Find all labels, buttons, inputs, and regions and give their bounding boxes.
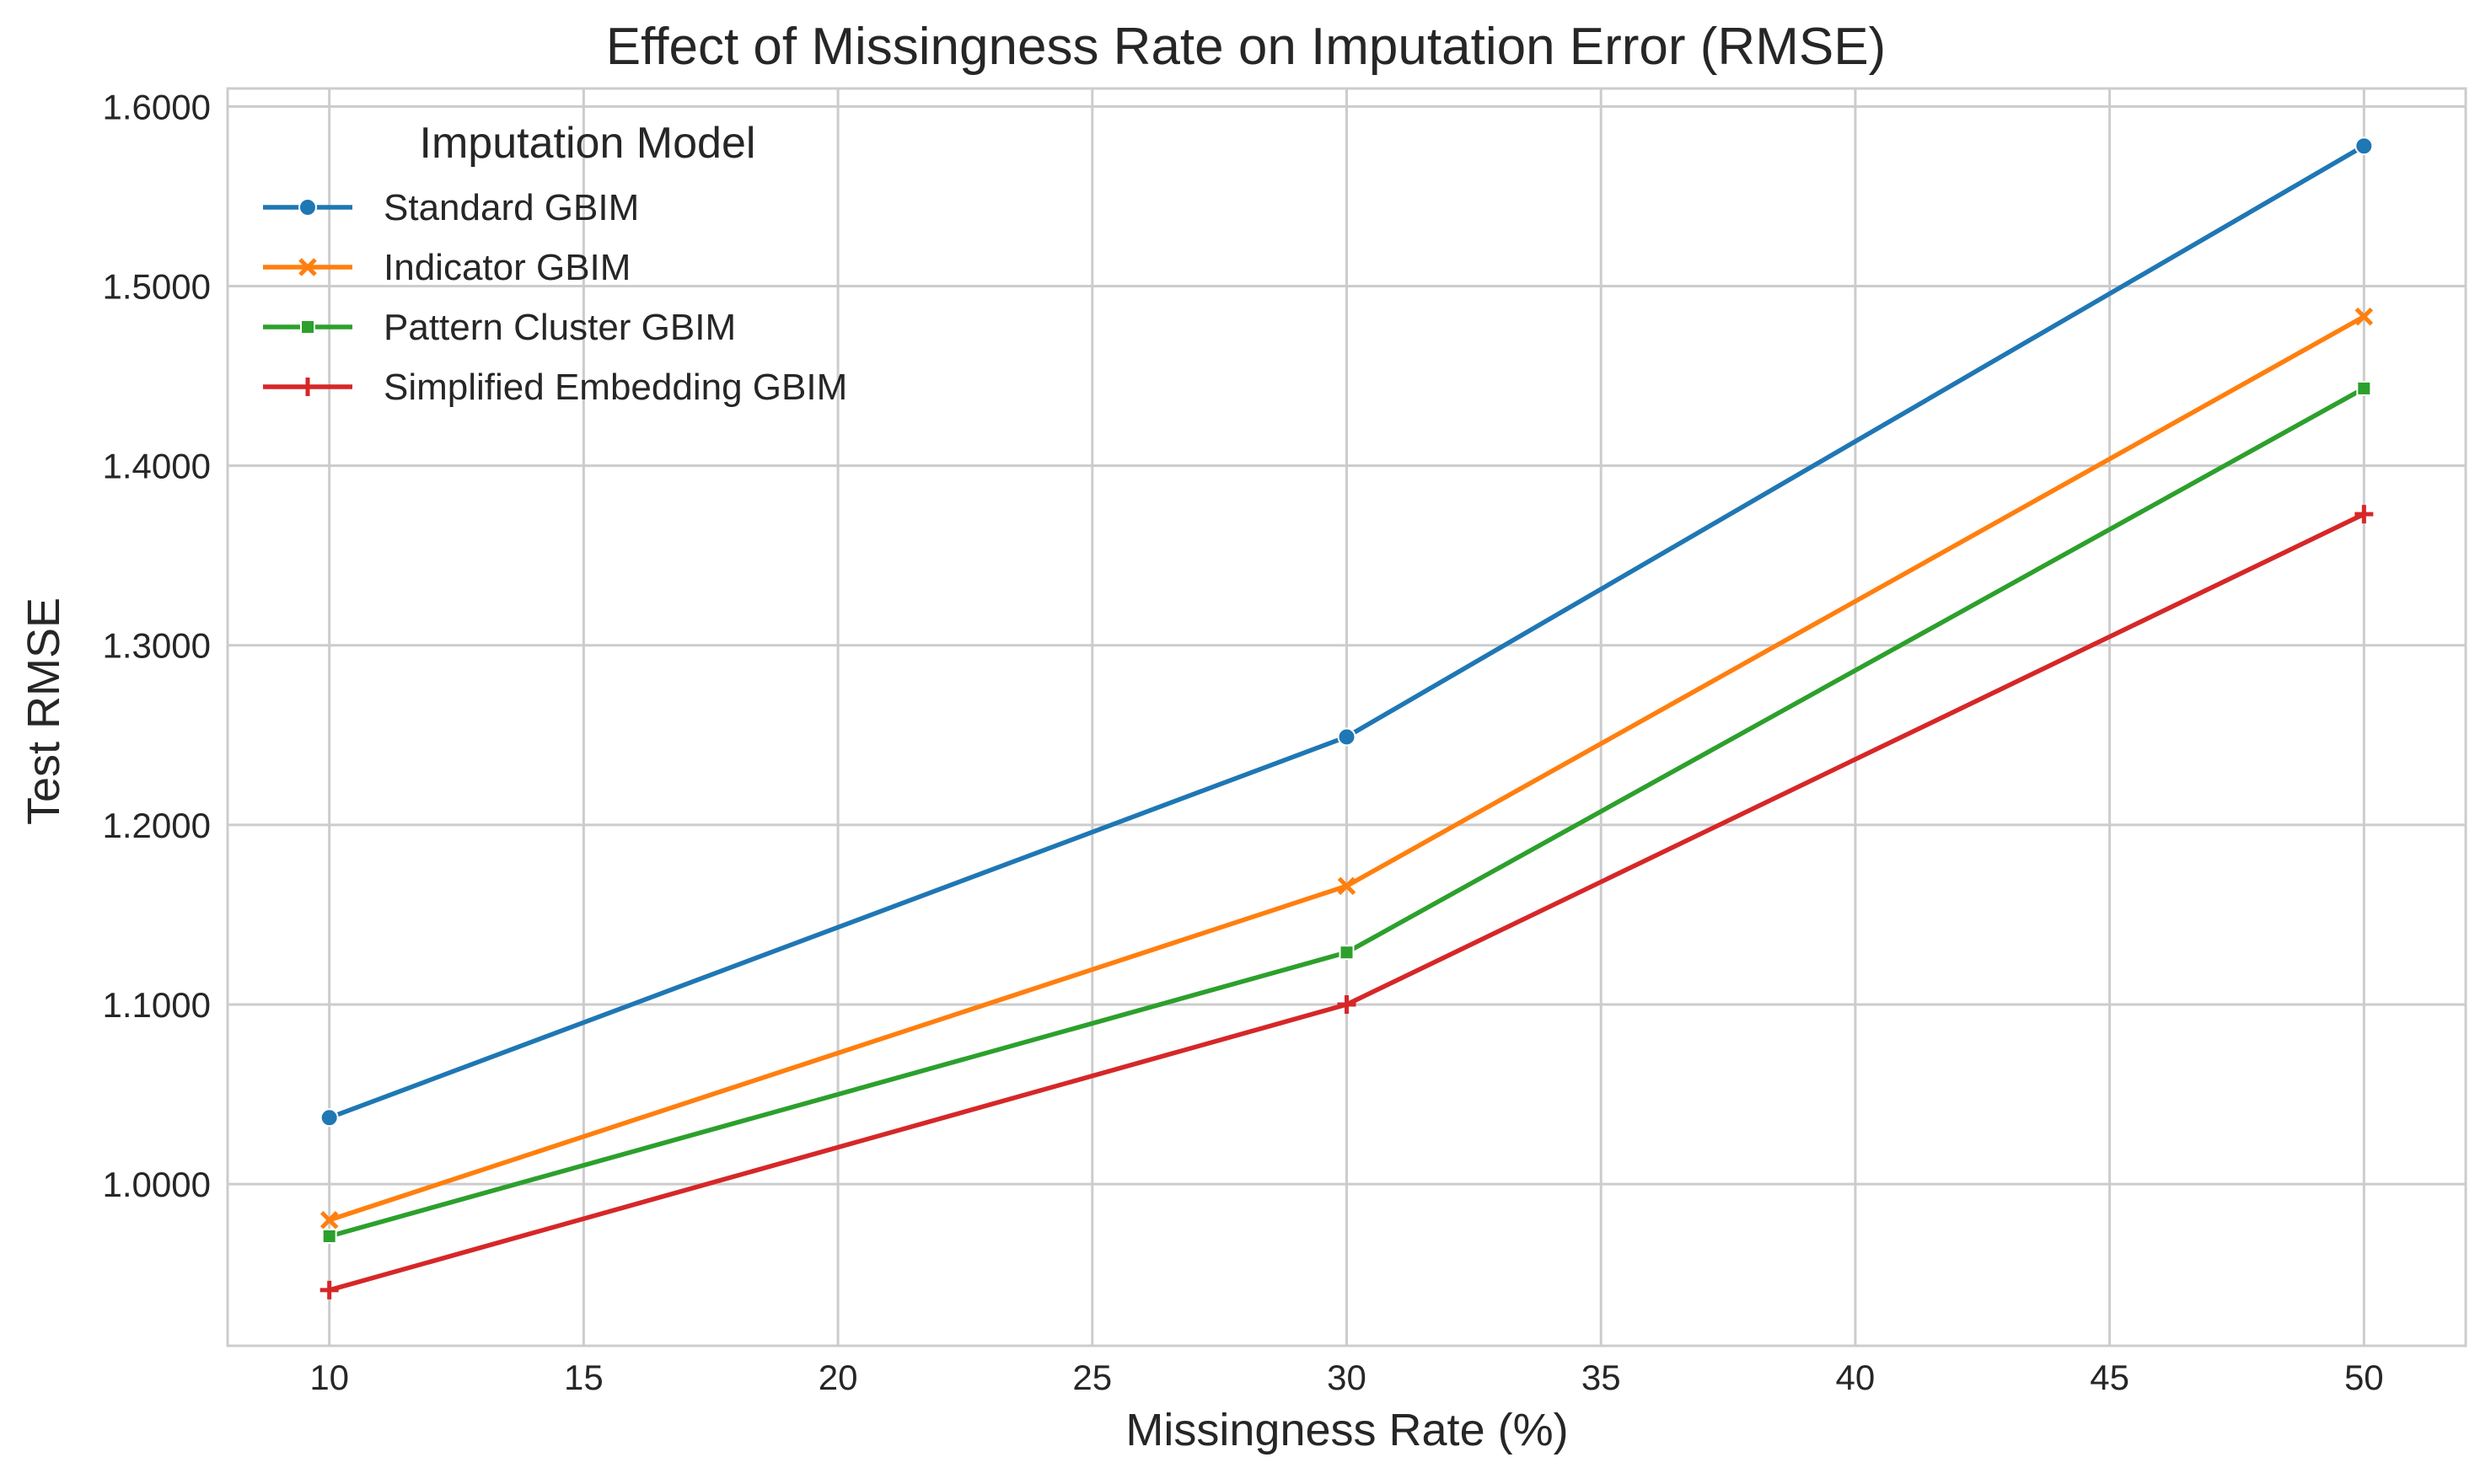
y-tick-label: 1.1000 xyxy=(103,985,211,1025)
y-axis-label: Test RMSE xyxy=(19,597,69,825)
x-tick-label: 20 xyxy=(819,1358,858,1397)
x-tick-label: 25 xyxy=(1072,1358,1112,1397)
marker-stroke xyxy=(298,258,317,276)
data-point xyxy=(1337,995,1356,1015)
y-tick-label: 1.6000 xyxy=(103,87,211,126)
data-point xyxy=(319,1280,339,1299)
marker-stroke xyxy=(1337,995,1356,1015)
marker-stroke xyxy=(298,378,317,396)
marker-stroke xyxy=(1337,876,1356,896)
data-point xyxy=(1339,945,1355,961)
legend-label: Simplified Embedding GBIM xyxy=(384,367,847,408)
data-point xyxy=(2354,505,2374,524)
y-tick-label: 1.5000 xyxy=(103,266,211,306)
marker-stroke xyxy=(2354,307,2374,326)
data-point xyxy=(2354,307,2374,326)
legend-label: Standard GBIM xyxy=(384,187,639,228)
plot-area-border xyxy=(226,87,2467,1347)
data-point xyxy=(319,1108,339,1128)
legend-item: Pattern Cluster GBIM xyxy=(263,307,736,348)
x-tick-label: 30 xyxy=(1327,1358,1366,1397)
data-point xyxy=(1337,876,1356,896)
series-group xyxy=(319,307,2374,1230)
data-point xyxy=(321,1228,337,1244)
chart-title: Effect of Missingness Rate on Imputation… xyxy=(606,18,1886,76)
y-tick-label: 1.4000 xyxy=(103,447,211,486)
x-tick-label: 15 xyxy=(564,1358,604,1397)
y-tick-label: 1.3000 xyxy=(103,626,211,666)
legend-item: Simplified Embedding GBIM xyxy=(263,367,847,408)
tick-labels: 10 15 20 25 30 35 40 45 50 1.0000 1.1000 1.2000 1.30… xyxy=(103,87,2384,1397)
series-group xyxy=(321,380,2372,1244)
x-tick-label: 40 xyxy=(1836,1358,1876,1397)
legend-marker xyxy=(300,319,315,335)
series-group xyxy=(319,137,2374,1128)
data-point xyxy=(2356,380,2372,396)
marker-stroke xyxy=(319,1211,339,1230)
legend-label: Indicator GBIM xyxy=(384,247,631,288)
data-point xyxy=(1337,727,1356,747)
marker-stroke xyxy=(2354,505,2374,524)
marker-stroke xyxy=(319,1280,339,1299)
data-point xyxy=(2354,137,2374,156)
series-group xyxy=(319,505,2374,1299)
legend-item: Standard GBIM xyxy=(263,187,639,228)
y-tick-label: 1.2000 xyxy=(103,806,211,845)
legend-items: Standard GBIM Indicator GBIM Pattern Clust… xyxy=(263,187,847,408)
x-tick-label: 45 xyxy=(2090,1358,2129,1397)
legend-marker xyxy=(298,258,317,276)
legend: Imputation Model Standard GBIM Indicator … xyxy=(263,119,847,408)
data-point xyxy=(319,1211,339,1230)
x-tick-label: 10 xyxy=(309,1358,349,1397)
x-tick-label: 50 xyxy=(2344,1358,2384,1397)
legend-marker xyxy=(298,378,317,396)
y-tick-label: 1.0000 xyxy=(103,1165,211,1204)
legend-marker xyxy=(298,198,317,217)
x-tick-label: 35 xyxy=(1581,1358,1621,1397)
legend-label: Pattern Cluster GBIM xyxy=(384,307,736,348)
legend-item: Indicator GBIM xyxy=(263,247,631,288)
x-axis-label: Missingness Rate (%) xyxy=(1125,1405,1568,1455)
legend-title: Imputation Model xyxy=(420,119,756,168)
data-series xyxy=(319,137,2374,1299)
